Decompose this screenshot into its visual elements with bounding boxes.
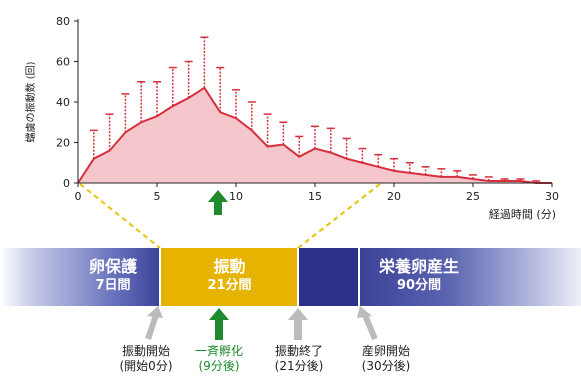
timeline-bar: 卵保護 7日間 振動 21分間 栄養卵産生 90分間 — [0, 248, 581, 306]
event-hatching: 一斉孵化 (9分後) — [178, 344, 260, 374]
timeline-egg-protection: 卵保護 7日間 — [0, 248, 160, 306]
event-label: 一斉孵化 — [194, 344, 243, 358]
x-tick-label: 5 — [154, 190, 161, 203]
y-tick-label: 80 — [56, 15, 70, 28]
event-label: 産卵開始 — [361, 344, 410, 358]
hatching-arrow-icon — [209, 308, 229, 340]
event-vibration-end: 振動終了 (21分後) — [258, 344, 340, 374]
event-label: 振動終了 — [274, 344, 323, 358]
egg-protection-duration: 7日間 — [95, 278, 131, 293]
x-tick-label: 30 — [545, 190, 559, 203]
event-vibration-start: 振動開始 (開始0分) — [98, 344, 194, 374]
event-egg-laying: 産卵開始 (30分後) — [343, 344, 429, 374]
vibration-chart: 0 20 40 60 80 0 5 10 15 20 25 30 蟷虜の振動数 (回) 経過時間 (分… — [24, 15, 559, 248]
timeline-gap — [299, 248, 359, 306]
y-tick-label: 60 — [56, 56, 70, 69]
x-tick-label: 25 — [466, 190, 480, 203]
x-tick-label: 0 — [75, 190, 82, 203]
vibration-title: 振動 — [213, 257, 246, 276]
event-label: 振動開始 — [121, 344, 170, 358]
event-time: (30分後) — [361, 359, 411, 373]
timeline-divider — [159, 248, 161, 306]
timeline-divider — [358, 248, 360, 306]
hatching-arrow-icon — [208, 190, 228, 215]
y-axis-label: 蟷虜の振動数 (回) — [24, 61, 37, 142]
egg-laying-arrow-icon — [357, 306, 378, 341]
x-tick-label: 20 — [387, 190, 401, 203]
series-line — [77, 86, 552, 184]
series-area — [78, 87, 552, 183]
event-time: (開始0分) — [119, 359, 173, 373]
x-tick-label: 10 — [229, 190, 243, 203]
vibration-start-arrow-icon — [145, 306, 163, 340]
vibration-end-arrow-icon — [288, 308, 308, 340]
plot-area: 0 20 40 60 80 0 5 10 15 20 25 30 — [56, 15, 559, 203]
nutrient-egg-duration: 90分間 — [396, 278, 442, 293]
event-arrows — [145, 306, 378, 341]
nutrient-egg-title: 栄養卵産生 — [378, 257, 459, 276]
connector-line-left — [79, 183, 161, 248]
event-time: (21分後) — [274, 359, 324, 373]
y-tick-label: 40 — [56, 96, 70, 109]
vibration-duration: 21分間 — [207, 278, 252, 293]
y-tick-label: 20 — [56, 137, 70, 150]
timeline-divider — [297, 248, 299, 306]
x-axis-label: 経過時間 (分) — [489, 208, 556, 221]
timeline-vibration: 振動 21分間 — [161, 248, 298, 306]
timeline-nutrient-egg: 栄養卵産生 90分間 — [360, 248, 581, 306]
x-tick-label: 15 — [308, 190, 322, 203]
event-time: (9分後) — [198, 359, 240, 373]
egg-protection-title: 卵保護 — [88, 257, 137, 276]
y-tick-label: 0 — [63, 177, 70, 190]
